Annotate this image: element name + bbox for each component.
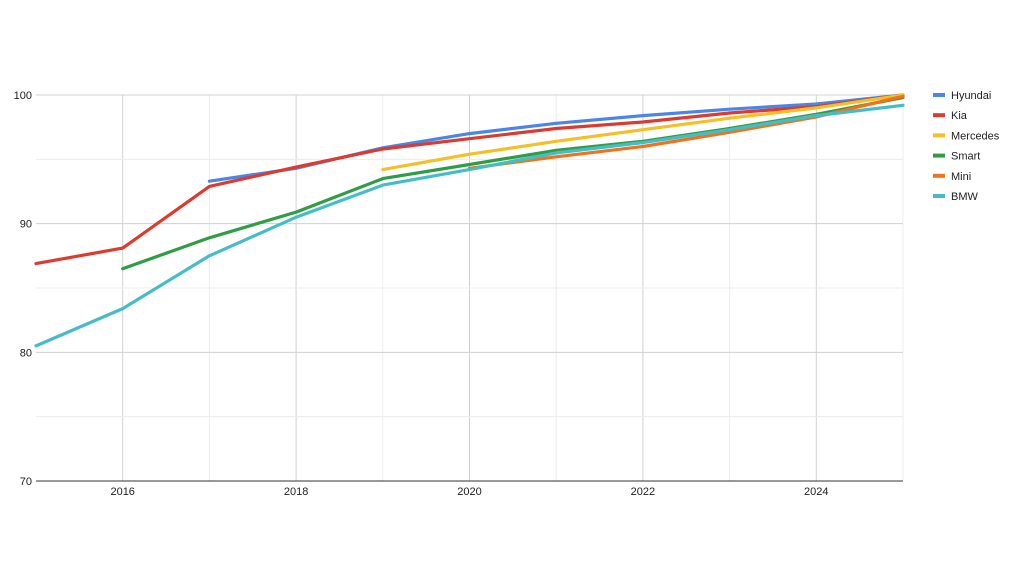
- x-tick-label: 2016: [110, 486, 134, 498]
- legend-label: Mercedes: [951, 130, 1000, 142]
- x-tick-label: 2022: [631, 486, 655, 498]
- y-tick-label: 80: [20, 347, 32, 359]
- axes: 2016 2018 2020 2022 2024 70 80 90 100: [14, 90, 903, 498]
- legend-label: Mini: [951, 171, 971, 183]
- grid: [36, 94, 904, 481]
- x-tick-label: 2024: [804, 486, 828, 498]
- series-line-kia: [34, 93, 905, 266]
- y-tick-label: 100: [14, 90, 32, 102]
- legend-label: Smart: [951, 151, 980, 163]
- series-line-bmw: [34, 103, 905, 348]
- x-tick-label: 2018: [284, 486, 308, 498]
- legend-label: Hyundai: [951, 90, 991, 102]
- x-tick-label: 2020: [457, 486, 481, 498]
- series-lines: [34, 93, 905, 348]
- legend-label: BMW: [951, 191, 979, 203]
- y-tick-label: 90: [20, 219, 32, 231]
- series-line-mercedes: [381, 93, 905, 172]
- legend-label: Kia: [951, 110, 968, 122]
- legend: Hyundai Kia Mercedes Smart Mini BMW: [933, 90, 1000, 203]
- y-tick-label: 70: [20, 476, 32, 488]
